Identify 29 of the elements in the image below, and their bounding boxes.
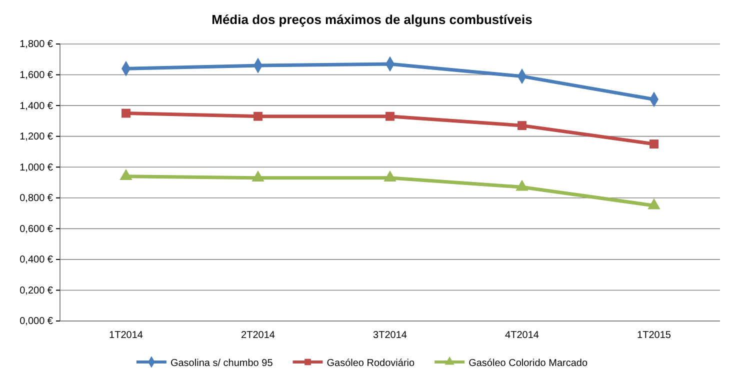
point	[518, 121, 526, 130]
y-tick-label: 1,600 €	[20, 70, 54, 81]
point	[254, 112, 262, 121]
x-tick-label: 4T2014	[505, 330, 540, 342]
x-tick-label: 2T2014	[241, 330, 276, 342]
point	[120, 169, 132, 180]
y-tick-label: 0,800 €	[20, 193, 54, 204]
point	[650, 140, 658, 148]
point	[384, 170, 396, 182]
point	[648, 198, 660, 210]
y-tick-label: 0,600 €	[20, 224, 54, 235]
x-tick-label: 1T2014	[109, 330, 144, 342]
x-tick-label: 3T2014	[373, 330, 408, 342]
y-tick-label: 1,200 €	[20, 132, 54, 143]
x-tick-label: 1T2015	[637, 330, 672, 342]
point	[386, 112, 394, 121]
point	[516, 180, 528, 191]
point	[252, 170, 264, 182]
point	[122, 108, 130, 118]
y-tick-label: 0,200 €	[20, 285, 54, 296]
y-tick-label: 1,400 €	[20, 100, 54, 112]
legend-label: Gasóleo Colorido Marcado	[468, 358, 588, 369]
y-tick-label: 0,400 €	[20, 254, 54, 266]
chart-title: Média dos preços máximos de alguns combustíveis	[212, 12, 532, 27]
legend-label: Gasolina s/ chumbo 95	[170, 358, 274, 369]
legend-label: Gasóleo Rodoviário	[326, 358, 416, 369]
y-tick-label: 1,800 €	[20, 39, 54, 50]
y-tick-label: 1,000 €	[20, 162, 54, 174]
y-tick-label: 0,000 €	[20, 316, 54, 328]
